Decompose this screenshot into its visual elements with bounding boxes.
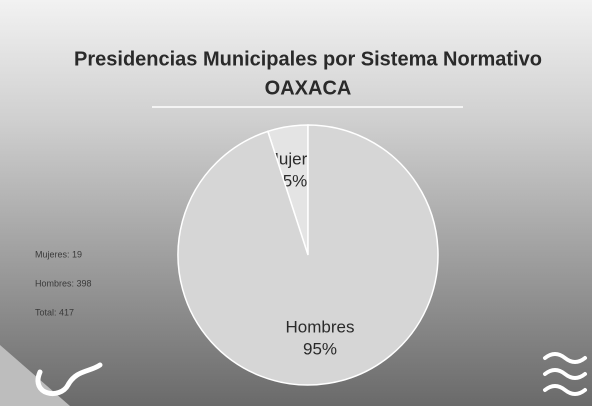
- slice-value-label: 95%: [303, 339, 337, 358]
- slice-label: Hombres: [286, 317, 355, 336]
- slice-value-label: 5%: [283, 171, 308, 190]
- annotation: Total: 417: [35, 307, 74, 317]
- swirl-decoration: [35, 362, 103, 396]
- pie-slice: [177, 124, 439, 386]
- corner-decoration: [0, 345, 70, 406]
- annotation: Hombres: 398: [35, 278, 92, 288]
- chart-title: OAXACA: [265, 77, 352, 99]
- wave-decoration: [543, 352, 587, 396]
- chart-title: Presidencias Municipales por Sistema Nor…: [74, 48, 542, 70]
- notes: Mujeres: 19 Hombres: 398 Total: 417: [35, 249, 92, 317]
- annotation: Mujeres: 19: [35, 249, 82, 259]
